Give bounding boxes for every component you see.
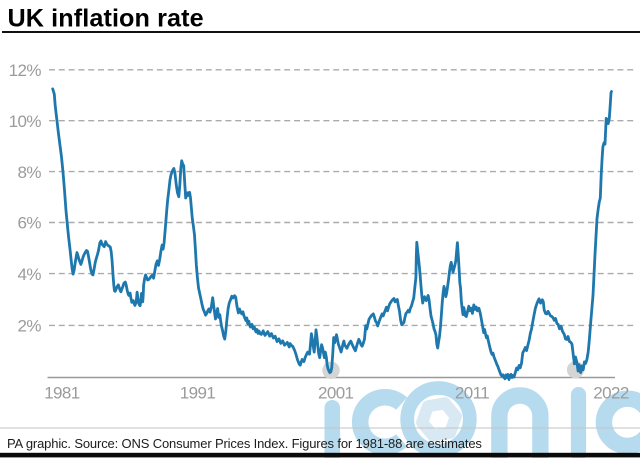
svg-text:8%: 8%: [18, 163, 42, 182]
svg-text:PA graphic. Source: ONS Consum: PA graphic. Source: ONS Consumer Prices …: [7, 436, 482, 451]
svg-text:2001: 2001: [318, 384, 354, 403]
svg-text:UK inflation rate: UK inflation rate: [8, 5, 204, 33]
svg-text:2%: 2%: [18, 317, 42, 336]
svg-text:1981: 1981: [44, 384, 80, 403]
svg-text:10%: 10%: [9, 112, 42, 131]
svg-text:4%: 4%: [18, 265, 42, 284]
svg-text:6%: 6%: [18, 214, 42, 233]
svg-text:2011: 2011: [455, 384, 489, 403]
svg-text:1991: 1991: [180, 384, 216, 403]
svg-text:2022: 2022: [593, 384, 629, 403]
svg-text:12%: 12%: [9, 61, 42, 80]
